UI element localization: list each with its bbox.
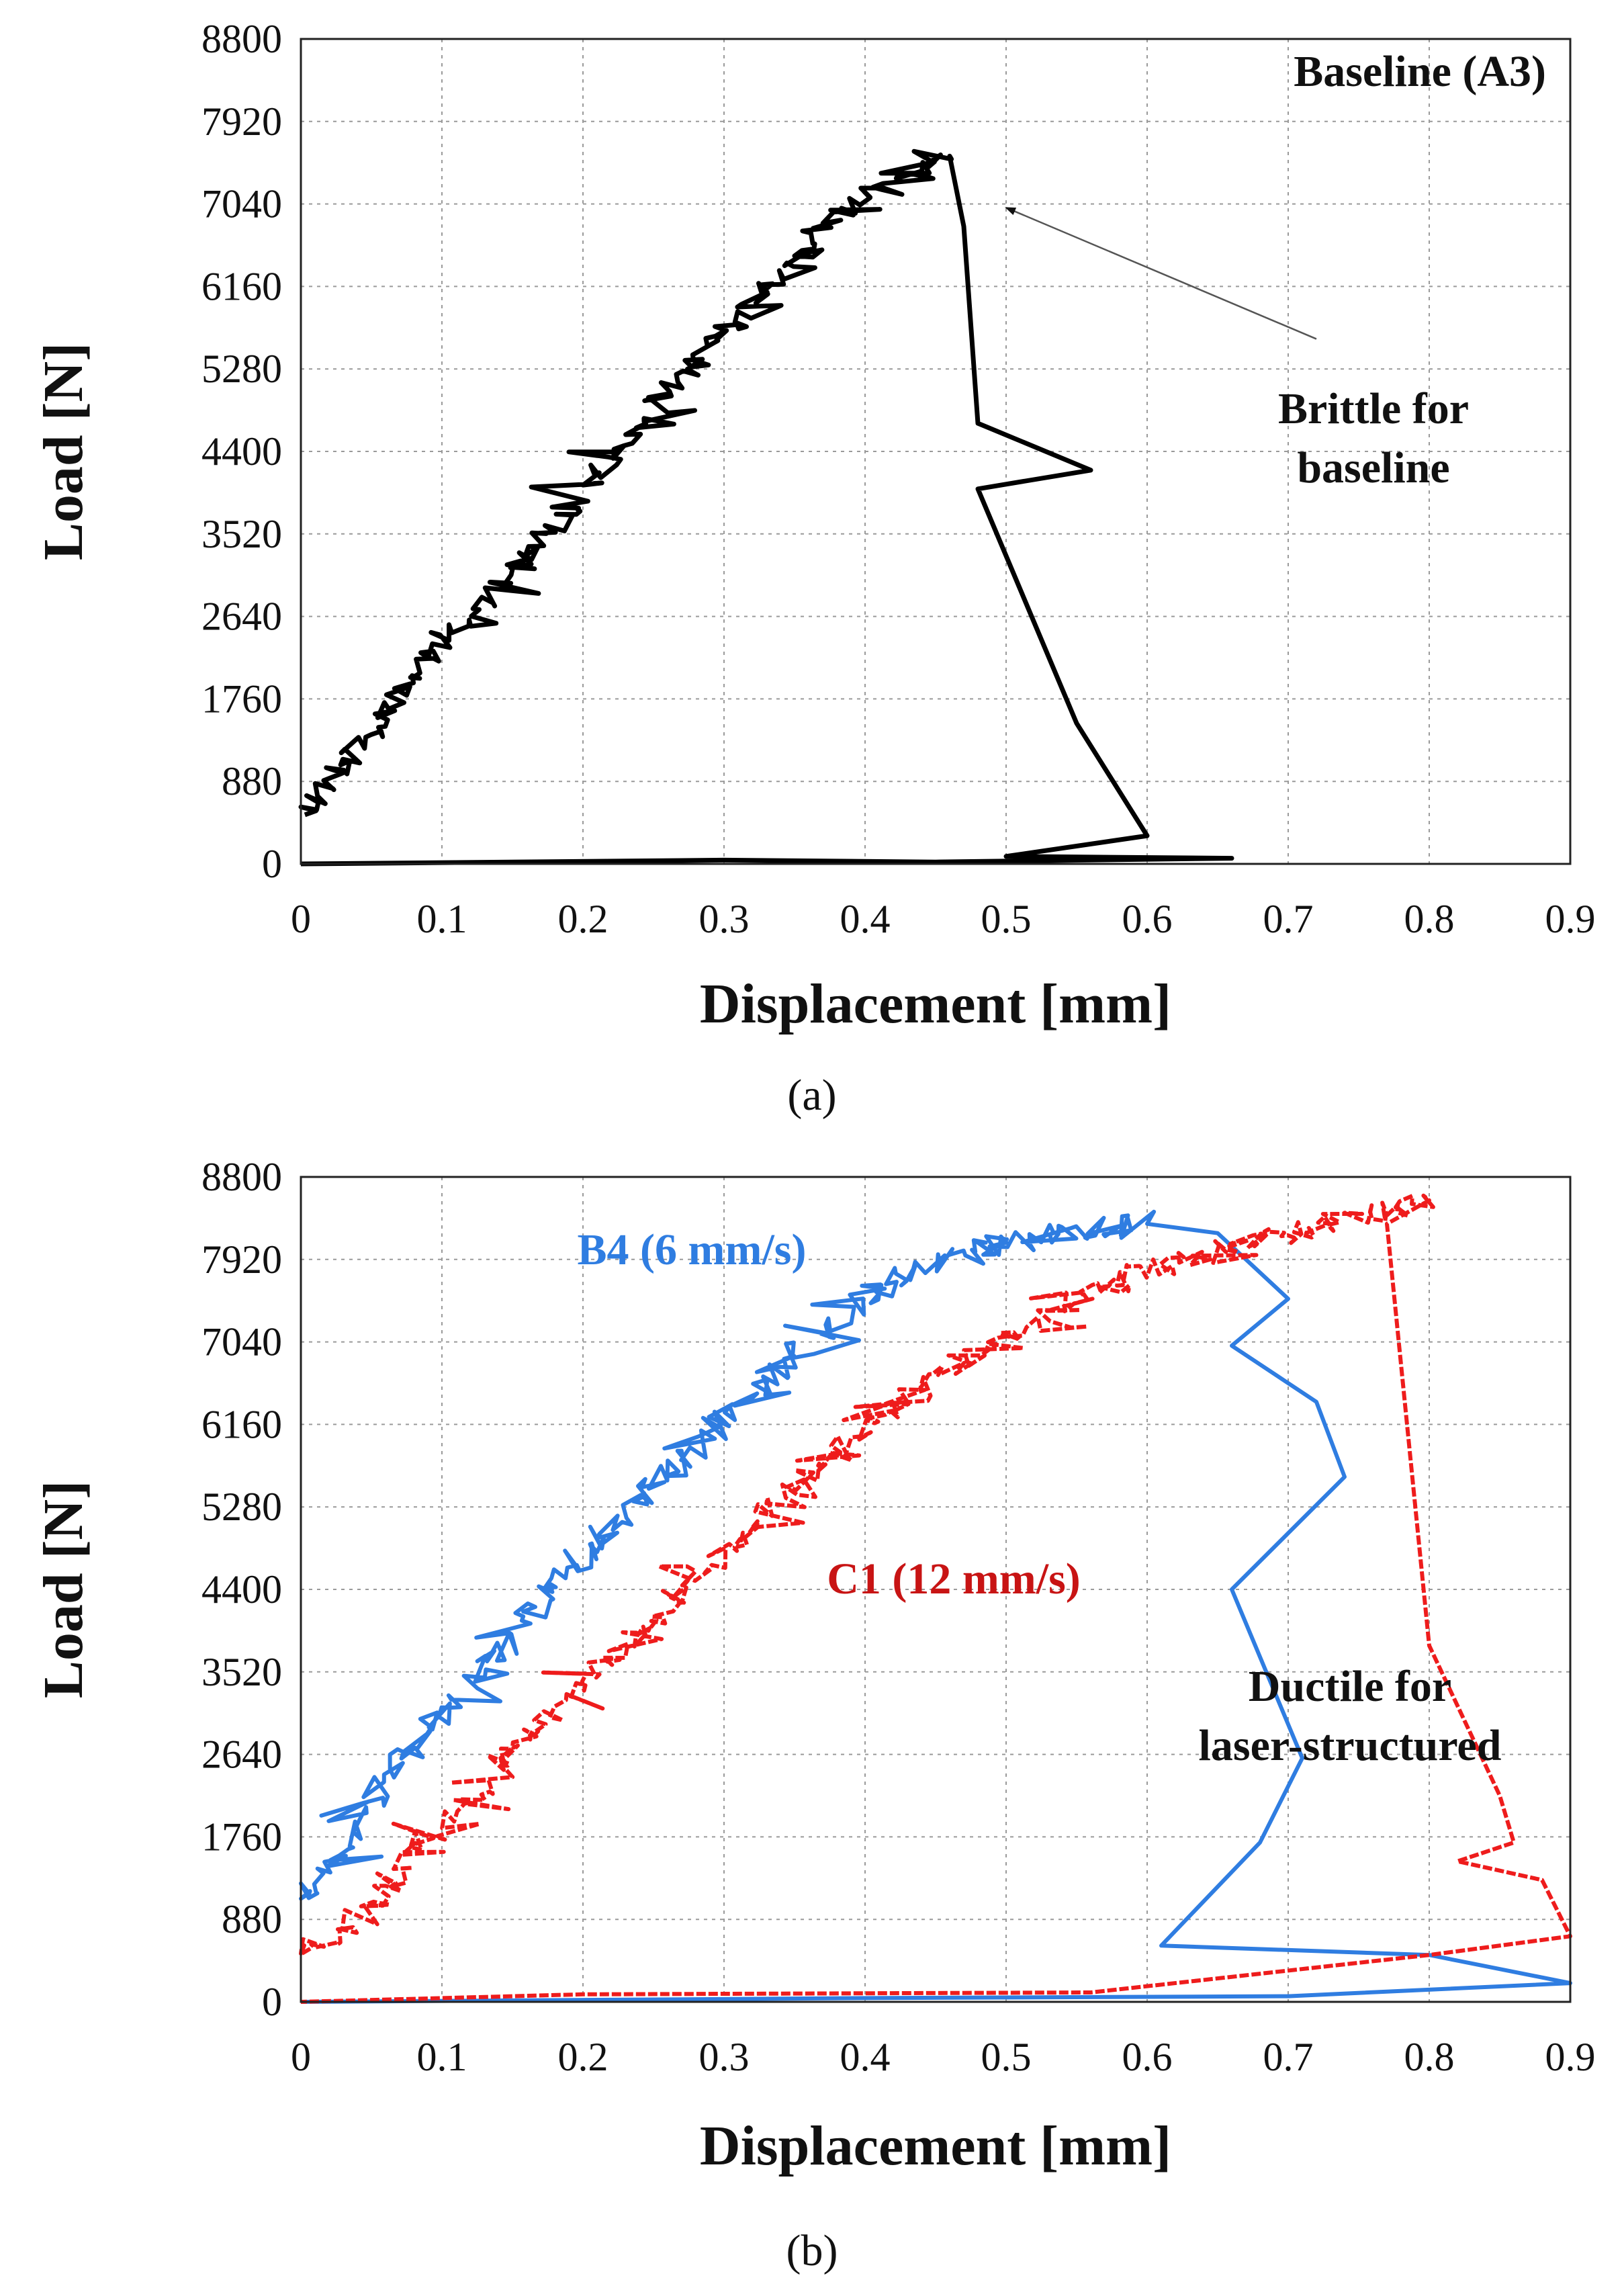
x-tick-label: 0.6 <box>1122 2035 1173 2079</box>
y-tick-label: 4400 <box>201 429 282 474</box>
grid-b <box>301 1177 1570 2002</box>
x-tick-label: 0.1 <box>417 897 467 941</box>
x-tick-label: 0.3 <box>699 897 750 941</box>
y-tick-label: 7040 <box>201 182 282 226</box>
x-tick-label: 0.7 <box>1263 897 1314 941</box>
y-tick-label: 2640 <box>201 595 282 639</box>
y-tick-label: 7920 <box>201 1237 282 1282</box>
y-tick-label: 7040 <box>201 1320 282 1364</box>
y-tick-label: 8800 <box>201 1155 282 1199</box>
x-tick-label: 0 <box>291 897 311 941</box>
x-tick-label: 0.1 <box>417 2035 467 2079</box>
x-tick-label: 0.5 <box>981 897 1032 941</box>
y-tick-label: 3520 <box>201 512 282 556</box>
plot-frame-b <box>300 1176 1572 2003</box>
y-tick-label: 880 <box>222 759 282 803</box>
x-tick-label: 0.3 <box>699 2035 750 2079</box>
y-tick-labels-b: 0 880 1760 2640 3520 4400 5280 6160 7040 7920 8800 <box>201 1155 282 2024</box>
series-line-c1 <box>299 1193 1572 2004</box>
panel-b: 0 0.1 0.2 0.3 0.4 0.5 0.6 0.7 0.8 0.9 0 880 1760 264… <box>32 1155 1596 2275</box>
x-tick-label: 0.2 <box>558 897 608 941</box>
x-tick-label: 0.7 <box>1263 2035 1314 2079</box>
y-tick-label: 0 <box>262 842 282 886</box>
series-layer-a <box>298 148 1234 867</box>
annotation-c1-label: C1 (12 mm/s) <box>827 1554 1081 1604</box>
y-axis-title-a: Load [N] <box>32 343 95 560</box>
x-tick-label: 0 <box>291 2035 311 2079</box>
x-tick-label: 0.9 <box>1545 897 1596 941</box>
y-axis-title-b: Load [N] <box>32 1481 95 1698</box>
panel-label-b: (b) <box>786 2226 838 2275</box>
y-tick-label: 5280 <box>201 1485 282 1529</box>
x-tick-label: 0.9 <box>1545 2035 1596 2079</box>
grid-a <box>301 39 1570 864</box>
x-tick-label: 0.6 <box>1122 897 1173 941</box>
y-tick-label: 6160 <box>201 264 282 308</box>
y-tick-label: 2640 <box>201 1732 282 1777</box>
x-tick-label: 0.4 <box>840 2035 891 2079</box>
x-tick-label: 0.5 <box>981 2035 1032 2079</box>
y-tick-label: 6160 <box>201 1402 282 1446</box>
x-tick-label: 0.2 <box>558 2035 608 2079</box>
panel-a: 0 0.1 0.2 0.3 0.4 0.5 0.6 0.7 0.8 0.9 0 880 1760 264… <box>32 17 1596 1120</box>
series-line-b4 <box>299 1209 1572 2004</box>
y-tick-label: 8800 <box>201 17 282 61</box>
y-tick-label: 7920 <box>201 99 282 144</box>
x-tick-label: 0.8 <box>1404 897 1455 941</box>
x-tick-labels-b: 0 0.1 0.2 0.3 0.4 0.5 0.6 0.7 0.8 0.9 <box>291 2035 1596 2079</box>
series-layer-b <box>299 1193 1572 2004</box>
y-tick-labels-a: 0 880 1760 2640 3520 4400 5280 6160 7040 7920 8800 <box>201 17 282 886</box>
plot-frame-a <box>300 38 1572 865</box>
panel-label-a: (a) <box>787 1071 836 1120</box>
x-tick-labels-a: 0 0.1 0.2 0.3 0.4 0.5 0.6 0.7 0.8 0.9 <box>291 897 1596 941</box>
x-axis-title-a: Displacement [mm] <box>700 973 1171 1035</box>
annotation-b4-label: B4 (6 mm/s) <box>578 1225 807 1274</box>
y-tick-label: 880 <box>222 1897 282 1941</box>
annotation-brittle-line2: baseline <box>1297 443 1449 492</box>
series-line-a3 <box>298 148 1234 867</box>
x-tick-label: 0.4 <box>840 897 891 941</box>
y-tick-label: 5280 <box>201 347 282 391</box>
y-tick-label: 3520 <box>201 1650 282 1694</box>
annotation-brittle-line1: Brittle for <box>1278 384 1469 433</box>
x-axis-title-b: Displacement [mm] <box>700 2115 1171 2177</box>
y-tick-label: 0 <box>262 1980 282 2024</box>
x-tick-label: 0.8 <box>1404 2035 1455 2079</box>
annotation-ductile-line2: laser-structured <box>1199 1721 1502 1770</box>
y-tick-label: 4400 <box>201 1567 282 1612</box>
y-tick-label: 1760 <box>201 676 282 721</box>
annotation-arrow <box>1005 207 1317 340</box>
annotation-ductile-line1: Ductile for <box>1249 1662 1451 1711</box>
y-tick-label: 1760 <box>201 1814 282 1859</box>
annotation-baseline-a3: Baseline (A3) <box>1294 47 1546 96</box>
